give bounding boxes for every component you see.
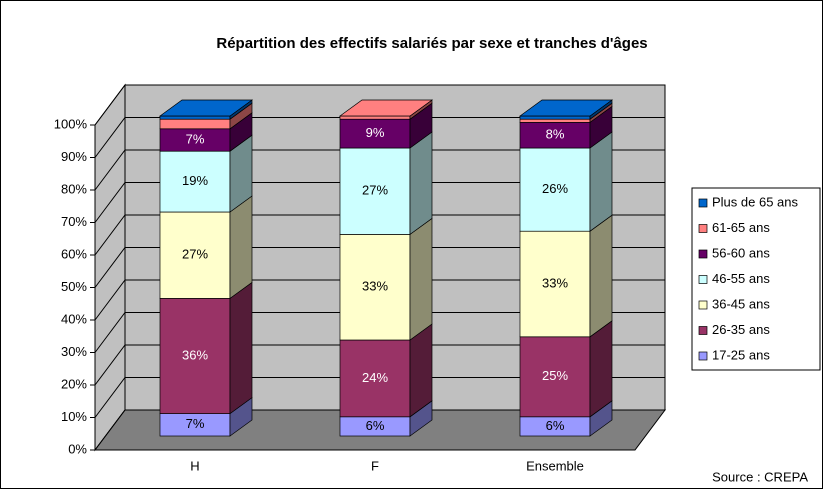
data-label: 19% <box>182 173 208 188</box>
data-label: 6% <box>366 418 385 433</box>
y-tick-label: 10% <box>61 409 87 424</box>
bar-side <box>229 281 253 415</box>
chart-title: Répartition des effectifs salariés par s… <box>216 35 647 52</box>
bar-side <box>589 320 613 418</box>
bar-side <box>229 195 253 300</box>
legend-swatch <box>698 326 708 335</box>
data-label: 7% <box>186 131 205 146</box>
y-tick-label: 60% <box>61 246 87 261</box>
y-tick-label: 80% <box>61 181 87 196</box>
bar-segment <box>519 115 591 120</box>
grid-line <box>94 279 665 321</box>
legend-swatch <box>698 351 708 361</box>
bar-segment <box>339 115 411 120</box>
data-label: 24% <box>362 370 388 385</box>
x-tick-label: Ensemble <box>526 458 584 473</box>
x-tick-label: H <box>190 458 199 473</box>
grid-line <box>94 84 665 126</box>
y-tick-label: 0% <box>68 441 87 456</box>
bar-segment <box>159 298 231 414</box>
legend-swatch <box>698 224 708 233</box>
legend-swatch <box>698 300 708 310</box>
grid-line <box>94 377 665 418</box>
source: Source : CREPA <box>712 469 808 484</box>
data-label: 27% <box>362 183 388 198</box>
y-tick-label: 90% <box>61 149 87 164</box>
bar-segment <box>519 230 591 338</box>
grid-line <box>94 117 665 158</box>
y-tick-label: 30% <box>61 344 87 359</box>
legend-label: 26-35 ans <box>712 322 770 337</box>
bar-segment <box>519 147 591 232</box>
legend-label: 46-55 ans <box>712 271 770 286</box>
y-tick-label: 20% <box>61 376 87 391</box>
legend-swatch <box>698 275 708 284</box>
bar-top <box>158 99 254 117</box>
data-label: 33% <box>542 275 568 290</box>
y-tick-label: 70% <box>61 214 87 229</box>
bar-side <box>589 131 613 232</box>
grid-line <box>94 247 665 288</box>
data-label: 36% <box>182 347 208 362</box>
y-tick-label: 40% <box>61 311 87 326</box>
grid-line <box>94 149 665 191</box>
grid-line <box>94 344 665 386</box>
legend-label: 56-60 ans <box>712 245 770 260</box>
bar-top <box>338 99 434 117</box>
legend-label: Plus de 65 ans <box>712 194 799 209</box>
data-label: 6% <box>546 418 565 433</box>
bar-segment <box>159 118 231 130</box>
y-tick-label: 100% <box>54 116 88 131</box>
data-label: 33% <box>362 279 388 294</box>
data-label: 8% <box>546 127 565 142</box>
bar-side <box>589 214 613 338</box>
bar-segment <box>159 115 231 120</box>
grid-line <box>94 182 665 223</box>
grid-line <box>94 409 665 451</box>
x-tick-label: F <box>371 458 379 473</box>
grid-line <box>94 214 665 256</box>
bar-side <box>409 131 433 236</box>
bar-top <box>518 99 614 117</box>
bar-segment <box>519 122 591 149</box>
legend-label: 61-65 ans <box>712 220 770 235</box>
bar-segment <box>159 211 231 299</box>
legend-swatch <box>698 198 708 208</box>
legend-swatch <box>698 249 708 259</box>
data-label: 7% <box>186 416 205 431</box>
data-label: 9% <box>366 125 385 140</box>
bar-side <box>409 217 433 341</box>
legend-box <box>691 187 821 371</box>
data-label: 27% <box>182 247 208 262</box>
bar-segment <box>519 336 591 418</box>
data-label: 25% <box>542 368 568 383</box>
y-tick-label: 50% <box>61 279 87 294</box>
bar-segment <box>339 339 411 418</box>
data-label: 26% <box>542 181 568 196</box>
legend-label: 36-45 ans <box>712 296 770 311</box>
grid-line <box>94 312 665 353</box>
legend-label: 17-25 ans <box>712 347 770 362</box>
bar-segment <box>519 118 591 123</box>
bar-segment <box>159 150 231 213</box>
